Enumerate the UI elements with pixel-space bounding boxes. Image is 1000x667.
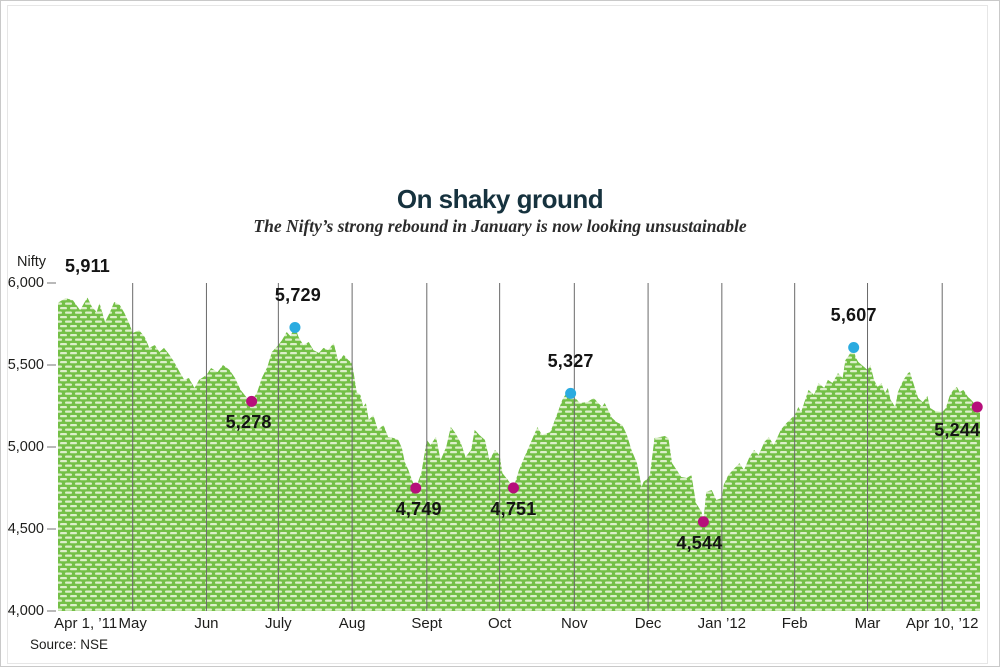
y-axis-label: 5,500 bbox=[7, 357, 44, 373]
source-note: Source: NSE bbox=[30, 637, 109, 652]
x-axis-label: Jun bbox=[194, 615, 219, 632]
value-annotation: 4,544 bbox=[676, 532, 723, 553]
x-axis-label: Feb bbox=[781, 615, 808, 632]
x-axis-label: Aug bbox=[338, 615, 366, 632]
value-annotation: 5,327 bbox=[547, 351, 594, 372]
y-axis-label: 4,500 bbox=[7, 521, 44, 537]
y-axis-label: 5,000 bbox=[7, 439, 44, 455]
nifty-area-series bbox=[58, 297, 980, 611]
trough-dot bbox=[246, 395, 258, 407]
trough-dot bbox=[507, 482, 519, 494]
peak-dot bbox=[289, 321, 301, 333]
y-axis-title: Nifty bbox=[17, 254, 46, 270]
peak-dot bbox=[565, 387, 577, 399]
x-axis-label: Dec bbox=[634, 615, 662, 632]
peak-dot bbox=[848, 341, 860, 353]
trough-dot bbox=[410, 482, 422, 494]
trough-dot bbox=[971, 401, 983, 413]
trough-dot bbox=[697, 516, 709, 528]
x-axis-label: May bbox=[118, 615, 147, 632]
value-annotation: 4,749 bbox=[395, 499, 442, 520]
x-axis-label: July bbox=[265, 615, 292, 632]
x-axis-label: Mar bbox=[854, 615, 881, 632]
chart-title: On shaky ground bbox=[396, 184, 604, 214]
value-annotation: 5,911 bbox=[64, 255, 111, 276]
value-annotation: 5,244 bbox=[934, 419, 981, 440]
x-axis-label: Apr 1, ’11 bbox=[54, 615, 118, 632]
value-annotation: 5,607 bbox=[830, 305, 877, 326]
value-annotation: 5,729 bbox=[274, 285, 321, 306]
chart-subtitle: The Nifty’s strong rebound in January is… bbox=[253, 216, 747, 236]
value-annotation: 4,751 bbox=[490, 498, 537, 519]
x-axis-label: Apr 10, ’12 bbox=[905, 615, 979, 632]
x-axis-label: Nov bbox=[560, 615, 588, 632]
x-axis-label: Jan ’12 bbox=[697, 615, 747, 632]
value-annotation: 5,278 bbox=[225, 412, 272, 433]
x-axis-label: Oct bbox=[487, 615, 512, 632]
y-axis-label: 6,000 bbox=[7, 275, 44, 291]
y-axis-label: 4,000 bbox=[7, 603, 44, 619]
x-axis-label: Sept bbox=[411, 615, 443, 632]
